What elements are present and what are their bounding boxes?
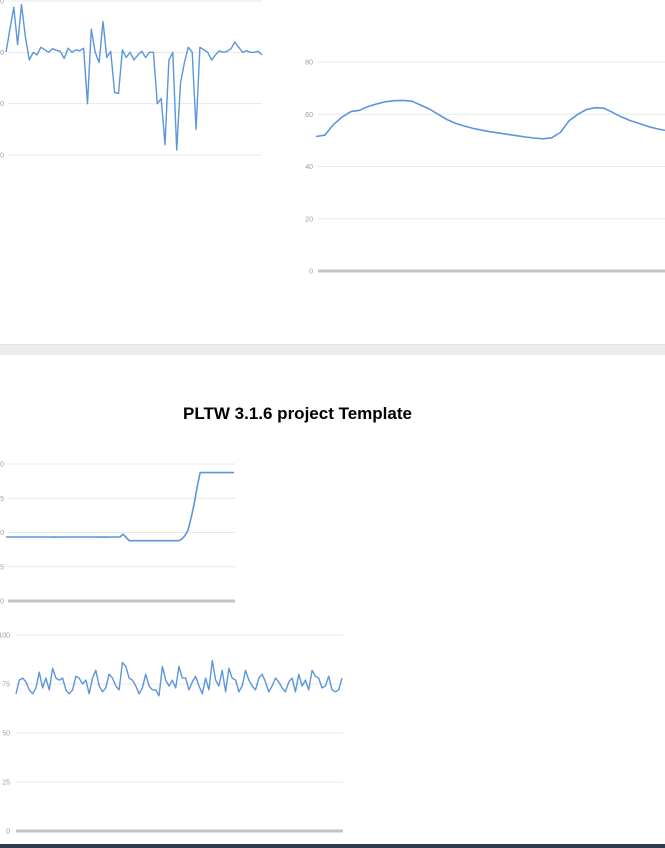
- y-tick-label: 0: [6, 829, 10, 836]
- y-tick-label: 0: [0, 0, 4, 6]
- page-title: PLTW 3.1.6 project Template: [183, 404, 412, 423]
- y-tick-label: 0: [0, 101, 4, 108]
- y-tick-label: 0: [309, 269, 313, 276]
- series-line: [5, 3, 263, 151]
- series-line: [6, 471, 234, 542]
- y-tick-label: 0: [0, 530, 4, 537]
- y-tick-label: 80: [305, 60, 313, 67]
- y-tick-label: 75: [2, 682, 10, 689]
- y-tick-label: 5: [0, 564, 4, 571]
- window-bottom-edge: [0, 844, 665, 848]
- series-line: [15, 659, 343, 697]
- y-tick-label: 0: [0, 599, 4, 606]
- y-tick-label: 5: [0, 496, 4, 503]
- y-tick-label: 0: [0, 462, 4, 469]
- y-tick-label: 0: [0, 50, 4, 57]
- y-tick-label: 40: [305, 164, 313, 171]
- section-divider: [0, 344, 665, 355]
- y-tick-label: 20: [305, 216, 313, 223]
- series-line: [315, 99, 665, 140]
- y-tick-label: 25: [2, 780, 10, 787]
- y-tick-label: 0: [0, 153, 4, 160]
- y-tick-label: 50: [2, 731, 10, 738]
- y-tick-label: 100: [0, 633, 10, 640]
- y-tick-label: 60: [305, 112, 313, 119]
